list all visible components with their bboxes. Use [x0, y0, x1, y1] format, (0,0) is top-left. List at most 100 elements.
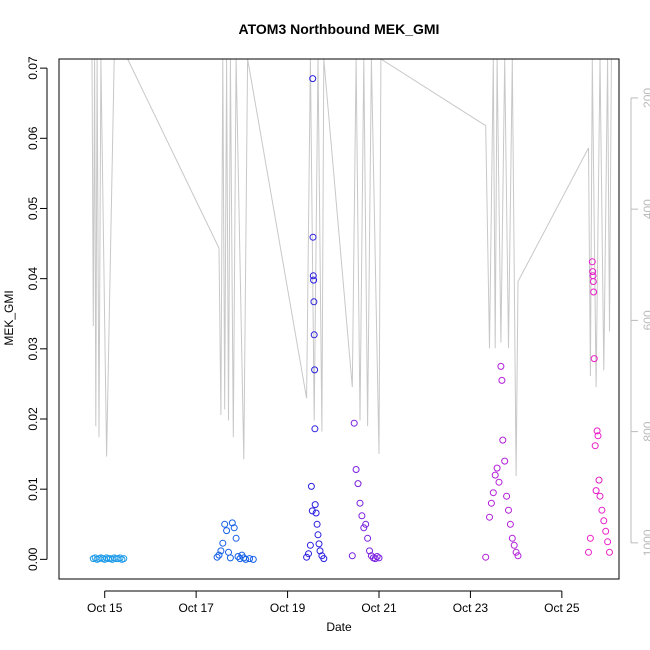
y-axis-label: MEK_GMI [2, 290, 16, 345]
data-point [215, 551, 223, 559]
data-point [375, 554, 383, 562]
data-point [606, 548, 613, 556]
data-point [586, 534, 594, 542]
x-tick-label: Oct 21 [361, 601, 397, 615]
data-point [350, 419, 358, 427]
data-point [364, 534, 372, 542]
data-point [219, 539, 227, 547]
x-axis-label: Date [326, 620, 352, 634]
data-point [497, 362, 505, 370]
secondary-tick-label: 800 [641, 421, 650, 441]
data-point [246, 555, 253, 563]
data-point [508, 534, 516, 542]
points-layer [89, 75, 613, 563]
data-point [491, 471, 499, 479]
x-tick-label: Oct 15 [87, 601, 123, 615]
data-point [505, 506, 512, 514]
data-point [594, 432, 602, 440]
secondary-tick-label: 400 [641, 199, 650, 219]
secondary-tick-label: 600 [641, 310, 650, 330]
data-point [482, 553, 490, 561]
data-point [348, 552, 356, 560]
secondary-line-layer [91, 59, 612, 477]
y-tick-label: 0.02 [26, 407, 40, 431]
y-tick-label: 0.06 [26, 126, 40, 150]
x-tick-label: Oct 25 [544, 601, 580, 615]
data-point [604, 538, 612, 546]
data-point [360, 524, 368, 532]
data-point [249, 555, 257, 563]
data-point [588, 258, 596, 266]
plot-frame [58, 58, 620, 580]
data-point [352, 466, 360, 473]
data-point [310, 276, 318, 284]
data-point [310, 331, 318, 339]
data-point [306, 541, 314, 549]
data-point [313, 520, 321, 528]
y-tick-label: 0.01 [26, 477, 40, 501]
data-point [489, 489, 497, 497]
data-point [595, 476, 603, 484]
data-point [600, 517, 608, 525]
data-point [487, 499, 495, 507]
data-point [309, 233, 317, 241]
y-tick-label: 0.03 [26, 337, 40, 361]
data-point [305, 550, 312, 558]
data-point [120, 555, 128, 563]
x-tick-label: Oct 23 [453, 601, 489, 615]
data-point [116, 554, 124, 562]
y-tick-label: 0.05 [26, 196, 40, 220]
data-point [311, 501, 319, 509]
data-point [596, 492, 604, 500]
data-point [498, 376, 506, 384]
y-tick-label: 0.07 [26, 56, 40, 80]
data-point [303, 553, 311, 561]
data-point [225, 548, 232, 556]
data-point [514, 552, 522, 560]
data-point [503, 492, 511, 500]
data-point [309, 272, 317, 280]
data-point [314, 531, 322, 539]
x-axis: Oct 15 Oct 17 Oct 19 Oct 21 Oct 23 Oct 25 [87, 590, 580, 615]
data-point [362, 520, 370, 528]
y-tick-label: 0.00 [26, 547, 40, 571]
data-point [592, 487, 600, 495]
data-point [315, 540, 323, 548]
data-point [311, 425, 319, 433]
data-point [221, 520, 229, 528]
data-point [242, 555, 250, 563]
data-point [310, 298, 318, 306]
y-tick-label: 0.04 [26, 267, 40, 291]
x-tick-label: Oct 17 [178, 601, 214, 615]
chart-title: ATOM3 Northbound MEK_GMI [239, 21, 440, 37]
data-point [602, 527, 610, 535]
data-point [213, 553, 221, 561]
data-point [585, 548, 592, 556]
data-point [589, 278, 597, 285]
data-point [501, 457, 509, 465]
data-point [499, 436, 507, 444]
data-point [311, 366, 319, 374]
secondary-tick-label: 200 [641, 88, 650, 108]
data-point [373, 553, 381, 560]
data-point [506, 520, 514, 528]
data-point [590, 355, 598, 363]
data-point [371, 555, 379, 563]
data-point [320, 555, 328, 563]
secondary-series-line [91, 59, 612, 477]
data-point [307, 482, 315, 490]
y-axis: 0.00 0.01 0.02 0.03 0.04 0.05 0.06 0.07 [26, 56, 48, 571]
data-point [512, 548, 520, 556]
x-tick-label: Oct 19 [270, 601, 306, 615]
data-point [309, 75, 317, 83]
secondary-tick-label: 1000 [641, 529, 650, 556]
data-point [356, 499, 364, 507]
data-point [495, 478, 503, 486]
data-point [591, 442, 599, 450]
secondary-y-axis: 200 400 600 800 1000 [630, 88, 650, 556]
data-point [598, 506, 606, 514]
data-point [590, 288, 598, 296]
data-point [308, 507, 316, 515]
data-point [354, 480, 362, 488]
